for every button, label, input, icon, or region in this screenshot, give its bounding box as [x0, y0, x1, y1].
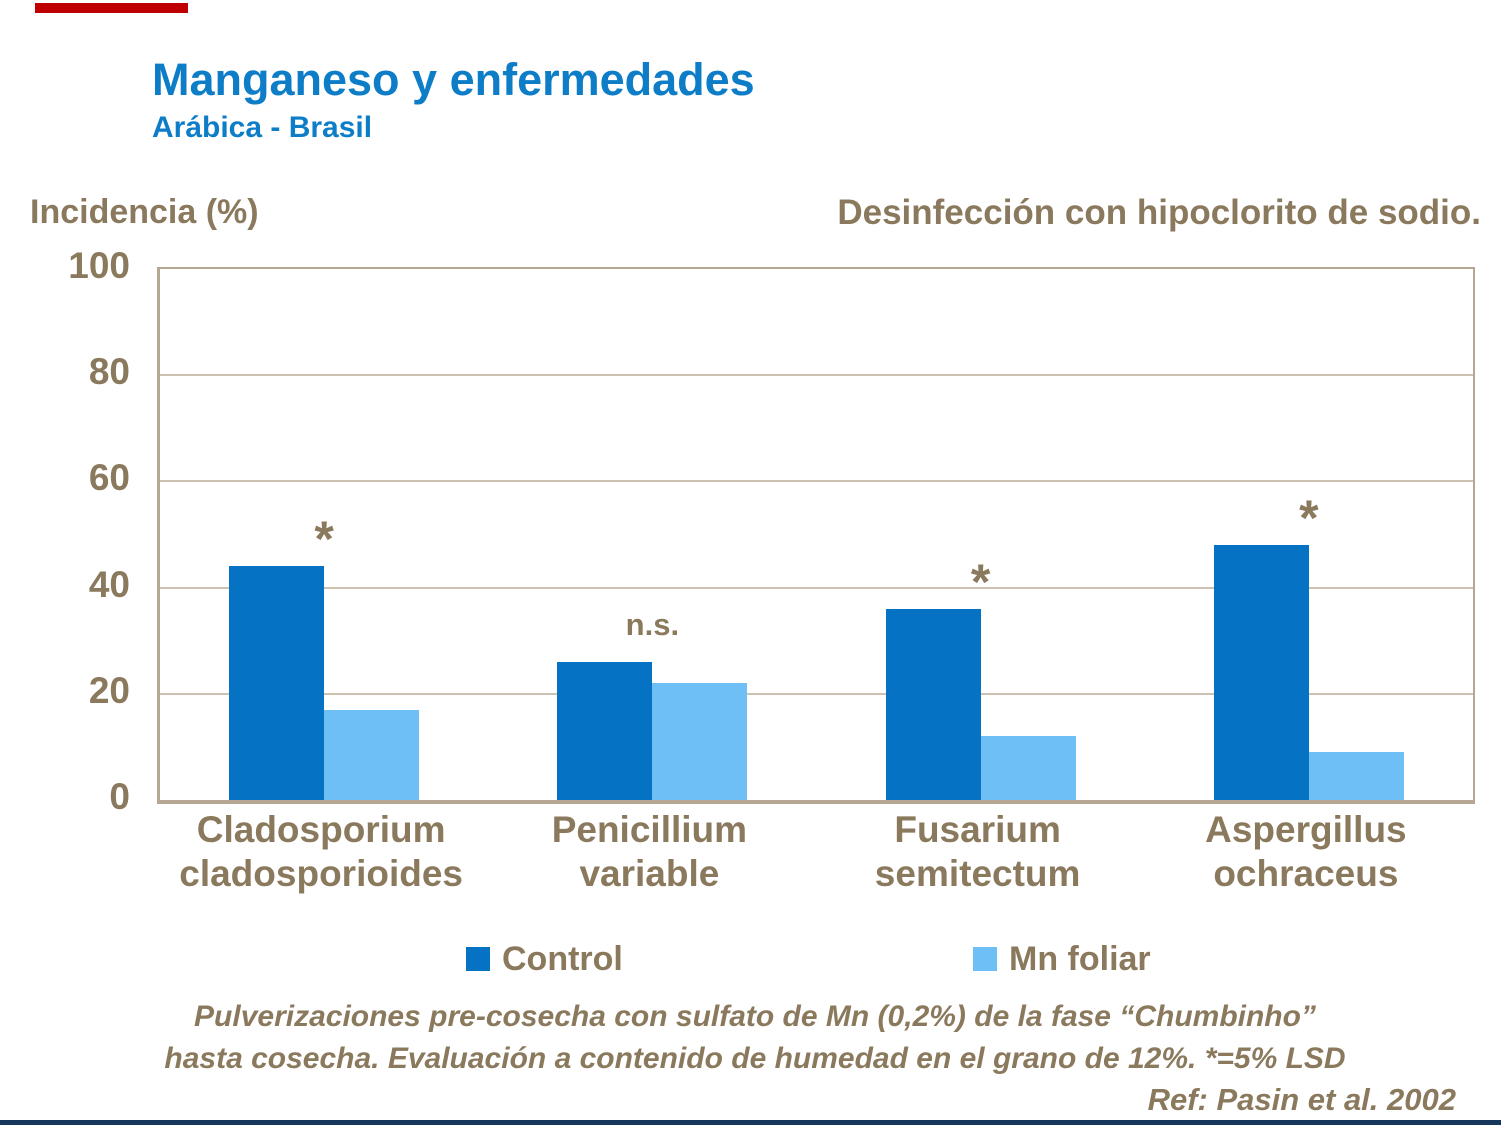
y-axis-title: Incidencia (%)	[30, 193, 259, 231]
significance-annotation: *	[314, 511, 334, 568]
footnote: Pulverizaciones pre-cosecha con sulfato …	[60, 996, 1450, 1080]
legend-item-mn-foliar: Mn foliar	[973, 942, 1151, 976]
mn-foliar-bar	[1308, 752, 1404, 800]
legend-label: Control	[502, 940, 623, 978]
legend-label: Mn foliar	[1009, 940, 1151, 978]
x-category-label: Aspergillus ochraceus	[1205, 809, 1407, 895]
x-category-label: Cladosporium cladosporioides	[179, 809, 463, 895]
control-bar	[1213, 545, 1309, 800]
x-category-label: Penicillium variable	[551, 809, 748, 895]
top-accent-bar	[35, 3, 188, 13]
mn-foliar-bar	[324, 709, 420, 800]
significance-annotation: *	[970, 553, 991, 610]
mn-foliar-bar	[980, 736, 1076, 800]
y-tick-label: 60	[88, 457, 130, 499]
x-axis-labels: Cladosporium cladosporioides Penicillium …	[157, 808, 1470, 908]
legend-swatch	[466, 947, 490, 971]
mn-foliar-bar	[652, 683, 748, 800]
control-bar	[229, 566, 325, 800]
significance-annotation: n.s.	[625, 606, 680, 642]
disinfection-note: Desinfección con hipoclorito de sodio.	[837, 193, 1481, 232]
y-axis-labels: 0 20 40 60 80 100	[28, 245, 130, 817]
gridline	[160, 374, 1473, 377]
y-tick-label: 100	[68, 245, 130, 286]
significance-annotation: *	[1299, 490, 1319, 547]
gridline	[160, 692, 1473, 695]
legend-swatch	[973, 947, 997, 971]
reference-citation: Ref: Pasin et al. 2002	[1147, 1082, 1456, 1117]
y-tick-label: 20	[88, 669, 130, 711]
y-tick-label: 40	[88, 563, 130, 605]
control-bar	[557, 661, 653, 800]
footnote-line-1: Pulverizaciones pre-cosecha con sulfato …	[194, 1000, 1316, 1033]
page-title: Manganeso y enfermedades	[152, 54, 755, 105]
plot-area: * n.s. * *	[157, 267, 1475, 804]
y-tick-label: 80	[88, 351, 130, 393]
x-category-label: Fusarium semitectum	[874, 809, 1081, 895]
gridline	[160, 480, 1473, 483]
page-subtitle: Arábica - Brasil	[152, 111, 373, 144]
y-tick-label: 0	[109, 776, 130, 817]
gridline	[160, 586, 1473, 589]
footnote-line-2: hasta cosecha. Evaluación a contenido de…	[164, 1042, 1346, 1075]
legend-item-control: Control	[466, 942, 623, 976]
control-bar	[885, 608, 981, 800]
bottom-accent-bar	[0, 1120, 1501, 1125]
